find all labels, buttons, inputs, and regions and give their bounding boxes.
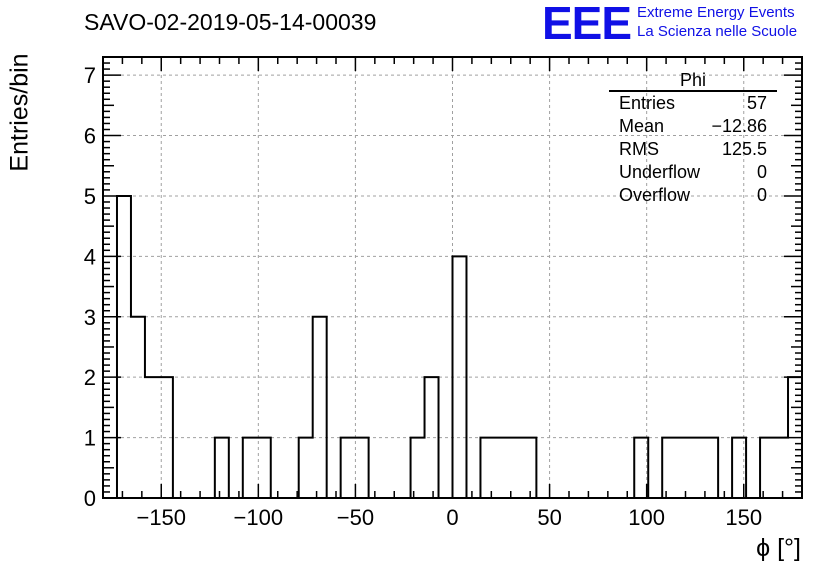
histogram-bin [704,438,718,498]
x-tick-label: 0 [446,505,458,530]
stats-label: Mean [619,116,665,136]
y-tick-label: 0 [84,486,96,511]
stats-value: 125.5 [721,139,767,159]
histogram-bin [676,438,690,498]
y-tick-label: 5 [84,184,96,209]
histogram-bin [690,438,704,498]
histogram-bin [425,377,439,498]
histogram-bin [494,438,508,498]
stats-row-overflow: Overflow 0 [609,184,777,207]
histogram-bin [662,438,676,498]
stats-value: 0 [756,162,767,182]
stats-row-underflow: Underflow 0 [609,161,777,184]
x-tick-label: 50 [537,505,561,530]
stats-value: 0 [756,185,767,205]
stats-label: Underflow [619,162,701,182]
x-tick-label: 150 [725,505,762,530]
x-axis-label: ϕ [°] [756,534,801,562]
stats-label: Entries [619,93,676,113]
x-tick-label: −50 [337,505,374,530]
y-tick-label: 1 [84,426,96,451]
histogram-bin [243,438,257,498]
stats-box: Phi Entries 57 Mean −12.86 RMS 125.5 Und… [609,70,777,207]
stats-row-rms: RMS 125.5 [609,138,777,161]
histogram-bin [760,438,774,498]
y-tick-label: 2 [84,365,96,390]
stats-label: Overflow [619,185,691,205]
stats-title: Phi [609,70,777,92]
histogram-bin [355,438,369,498]
chart-title: SAVO-02-2019-05-14-00039 [84,9,377,35]
stats-row-entries: Entries 57 [609,92,777,115]
histogram-bin [215,438,229,498]
x-tick-label: 100 [628,505,665,530]
stats-value: 57 [746,93,767,113]
logo-caption-line1: Extreme Energy Events [637,4,795,21]
histogram-bin [508,438,522,498]
histogram-bin [774,438,788,498]
x-tick-label: −100 [234,505,284,530]
y-tick-label: 4 [84,244,96,269]
y-tick-label: 7 [84,63,96,88]
histogram-bin [117,196,131,498]
histogram-series [103,194,803,499]
y-tick-label: 6 [84,124,96,149]
stats-value: −12.86 [711,116,767,136]
histogram-bin [522,438,536,498]
y-tick-label: 3 [84,305,96,330]
stats-label: RMS [619,139,659,159]
histogram-bin [341,438,355,498]
histogram-bin [313,317,327,498]
stats-row-mean: Mean −12.86 [609,115,777,138]
histogram-bin [299,438,313,498]
eee-logo: EEE [542,0,632,49]
logo-caption-line2: La Scienza nelle Scuole [637,23,798,40]
histogram-bin [480,438,494,498]
x-tick-label: −150 [136,505,186,530]
histogram-bin [131,317,145,498]
histogram-bin [411,438,425,498]
logo-caption: Extreme Energy Events La Scienza nelle S… [637,3,797,41]
